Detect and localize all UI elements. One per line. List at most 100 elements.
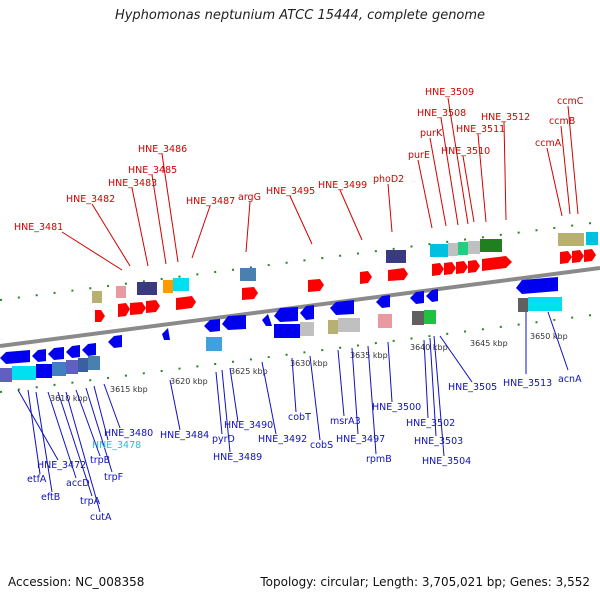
- bottom-labels: HNE_3472 etfA eftB accD trpA cutA trpB t…: [27, 374, 582, 523]
- tick-label: 3650 kbp: [530, 332, 568, 341]
- gene-block: [92, 291, 102, 303]
- gene-label: HNE_3480: [104, 428, 153, 439]
- gene-arrow: [0, 350, 30, 364]
- gene-label: HNE_3487: [186, 196, 235, 207]
- tick-label: 3620 kbp: [170, 377, 208, 386]
- gene-block: [448, 243, 458, 256]
- gene-label: HNE_3503: [414, 436, 463, 447]
- gene-arrow: [410, 291, 424, 304]
- gene-arrow: [176, 296, 196, 310]
- genome-backbone: [0, 266, 600, 348]
- gene-arrow: [242, 287, 258, 300]
- gene-arrow: [560, 251, 572, 264]
- gene-label: HNE_3495: [266, 186, 315, 197]
- gene-arrow: [222, 315, 246, 330]
- gene-label: HNE_3505: [448, 382, 497, 393]
- top-labels: HNE_3481 HNE_3482 HNE_3483 HNE_3485 HNE_…: [14, 87, 584, 233]
- gene-block: [116, 286, 126, 298]
- genome-title: Hyphomonas neptunium ATCC 15444, complet…: [114, 8, 486, 23]
- gene-block: [424, 310, 436, 324]
- gene-block: [36, 364, 52, 378]
- gene-block: [412, 311, 424, 325]
- topology-text: Topology: circular; Length: 3,705,021 bp…: [260, 575, 590, 589]
- tick-label: 3640 kbp: [410, 343, 448, 352]
- gene-label: HNE_3502: [406, 418, 455, 429]
- bottom-leader-lines: [17, 311, 569, 513]
- gene-block: [173, 278, 189, 291]
- accession-text: Accession: NC_008358: [8, 575, 145, 589]
- gene-label: HNE_3492: [258, 434, 307, 445]
- gene-label: HNE_3511: [456, 124, 505, 135]
- gene-arrow: [130, 302, 146, 315]
- gene-block: [137, 282, 157, 295]
- reverse-blocks: [0, 297, 562, 382]
- lower-track-guide: [0, 313, 600, 393]
- gene-label: purE: [408, 150, 430, 161]
- gene-label: HNE_3512: [481, 112, 530, 123]
- gene-label: trpB: [90, 455, 110, 466]
- gene-arrow: [162, 328, 170, 340]
- gene-label: argG: [238, 192, 261, 203]
- tick-label: 3645 kbp: [470, 339, 508, 348]
- gene-block: [52, 362, 66, 376]
- gene-block: [12, 366, 36, 380]
- gene-arrow: [300, 305, 314, 320]
- gene-block: [240, 268, 256, 281]
- gene-label: HNE_3486: [138, 144, 187, 155]
- gene-block: [378, 314, 392, 328]
- gene-block: [206, 337, 222, 351]
- gene-arrow: [118, 303, 130, 317]
- gene-label: ccmB: [549, 116, 575, 127]
- gene-arrow: [426, 289, 438, 302]
- gene-arrow: [48, 347, 64, 360]
- top-leader-lines: [61, 97, 579, 271]
- gene-block: [480, 239, 502, 252]
- gene-label: cobS: [310, 440, 333, 451]
- gene-block: [558, 233, 584, 246]
- gene-label: HNE_3513: [503, 378, 552, 389]
- gene-label: HNE_3472: [37, 460, 86, 471]
- gene-arrow: [432, 263, 444, 276]
- gene-block: [386, 250, 406, 263]
- gene-arrow: [274, 307, 298, 322]
- gene-label: accD: [66, 478, 90, 489]
- gene-label: trpA: [80, 496, 101, 507]
- gene-label: pyrD: [212, 434, 235, 445]
- gene-label: HNE_3482: [66, 194, 115, 205]
- gene-block: [468, 241, 480, 254]
- tick-label: 3615 kbp: [110, 385, 148, 394]
- gene-block: [274, 324, 300, 338]
- gene-block: [458, 242, 468, 255]
- gene-block: [300, 322, 314, 336]
- gene-label: rpmB: [366, 454, 392, 465]
- gene-label: phoD2: [373, 174, 404, 185]
- gene-block: [66, 360, 78, 374]
- gene-arrow: [584, 249, 596, 262]
- forward-genes: [95, 249, 596, 322]
- gene-arrow: [204, 319, 220, 332]
- gene-arrow: [456, 261, 468, 274]
- gene-label: cobT: [288, 412, 311, 423]
- gene-label: ccmA: [535, 138, 562, 149]
- gene-label: acnA: [558, 374, 582, 385]
- upper-track-guide: [0, 221, 600, 301]
- gene-arrow: [82, 343, 96, 356]
- gene-block: [518, 298, 528, 312]
- gene-arrow: [308, 279, 324, 292]
- gene-label: HNE_3504: [422, 456, 471, 467]
- gene-block: [0, 368, 12, 382]
- gene-arrow: [444, 262, 456, 275]
- gene-arrow: [146, 300, 160, 313]
- tick-label: 3610 kbp: [50, 394, 88, 403]
- gene-block: [328, 320, 338, 334]
- gene-arrow: [376, 295, 390, 308]
- gene-label: HNE_3481: [14, 222, 63, 233]
- reverse-genes: [0, 277, 558, 364]
- gene-arrow: [108, 335, 122, 348]
- forward-blocks: [92, 232, 598, 303]
- gene-block: [528, 297, 562, 311]
- gene-label: HNE_3490: [224, 420, 273, 431]
- gene-label: HNE_3508: [417, 108, 466, 119]
- gene-arrow: [468, 260, 480, 273]
- gene-arrow: [66, 345, 80, 358]
